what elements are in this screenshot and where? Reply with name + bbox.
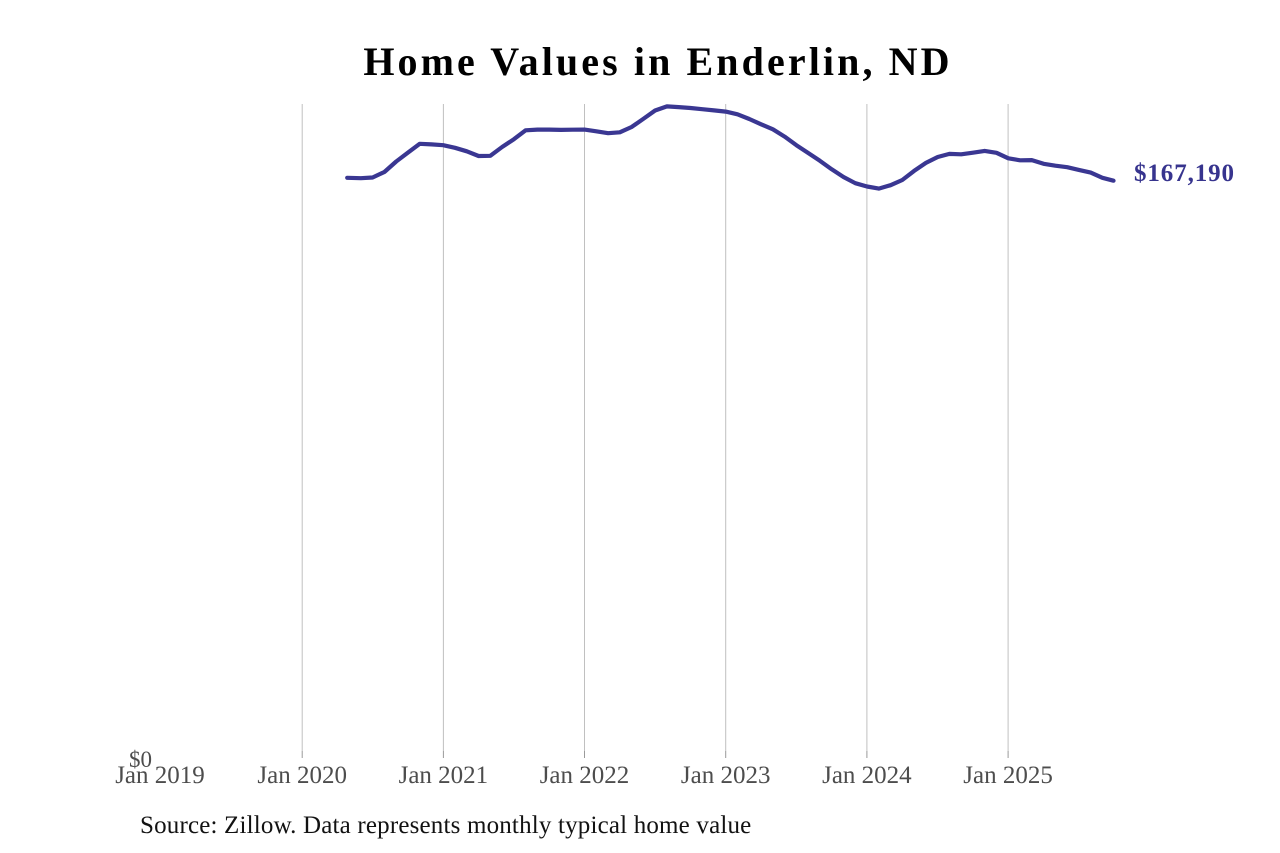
- svg-text:$0: $0: [129, 747, 152, 772]
- svg-text:Jan 2022: Jan 2022: [540, 762, 630, 789]
- svg-text:Jan 2023: Jan 2023: [681, 762, 771, 789]
- svg-text:Jan 2025: Jan 2025: [963, 762, 1053, 789]
- svg-text:Home Values in Enderlin, ND: Home Values in Enderlin, ND: [363, 39, 952, 84]
- svg-text:Jan 2024: Jan 2024: [822, 762, 912, 789]
- svg-text:$167,190: $167,190: [1134, 160, 1235, 187]
- svg-text:Source: Zillow. Data represent: Source: Zillow. Data represents monthly …: [140, 812, 751, 839]
- svg-text:Jan 2019: Jan 2019: [115, 762, 205, 789]
- svg-text:Jan 2020: Jan 2020: [257, 762, 347, 789]
- svg-text:Jan 2021: Jan 2021: [399, 762, 489, 789]
